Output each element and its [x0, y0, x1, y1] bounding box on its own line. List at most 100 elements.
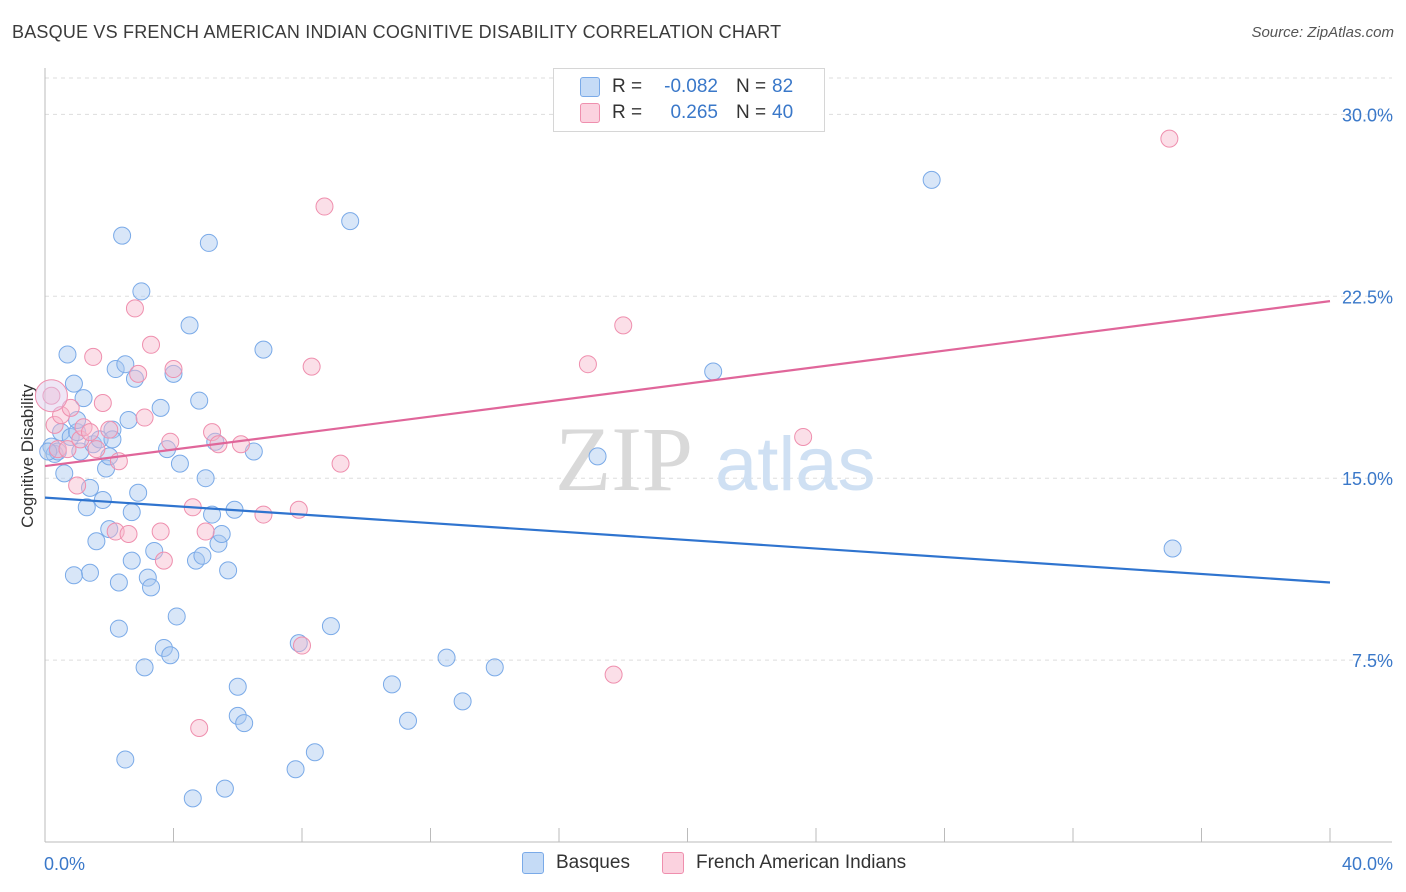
data-points [34, 129, 1182, 808]
point-french-american-indians [231, 435, 250, 454]
point-basques [116, 750, 135, 769]
point-basques [219, 561, 238, 580]
legend-n-label: N = [736, 76, 767, 97]
point-basques [922, 170, 941, 189]
point-basques [228, 706, 247, 725]
legend-swatch-french-american-indians [662, 852, 684, 874]
point-basques [135, 658, 154, 677]
point-basques [212, 524, 231, 543]
point-basques [122, 551, 141, 570]
point-basques [113, 226, 132, 245]
point-basques [193, 546, 212, 565]
point-basques [161, 646, 180, 665]
trend-lines [44, 300, 1331, 584]
point-french-american-indians [68, 476, 87, 495]
legend-item-french-american-indians: French American Indians [662, 852, 906, 874]
point-french-american-indians [100, 420, 119, 439]
point-french-american-indians [135, 408, 154, 427]
point-french-american-indians [42, 386, 61, 405]
point-french-american-indians [578, 355, 597, 374]
legend-r-label: R = [612, 76, 643, 97]
point-french-american-indians [614, 316, 633, 335]
point-french-american-indians [161, 432, 180, 451]
point-basques [254, 340, 273, 359]
point-basques [119, 410, 138, 429]
point-french-american-indians [315, 197, 334, 216]
x-tick-label: 0.0% [44, 854, 85, 874]
point-french-american-indians [129, 364, 148, 383]
point-basques [183, 789, 202, 808]
point-basques [164, 364, 183, 383]
watermark-atlas: atlas [715, 422, 876, 507]
point-basques [109, 619, 128, 638]
point-french-american-indians [80, 423, 99, 442]
point-basques [64, 374, 83, 393]
legend-series: Basques French American Indians [0, 852, 1406, 878]
point-basques [437, 648, 456, 667]
point-basques [399, 711, 418, 730]
point-basques [1163, 539, 1182, 558]
point-basques [106, 360, 125, 379]
legend-swatch-basques [522, 852, 544, 874]
point-french-american-indians [34, 379, 68, 413]
point-basques [132, 282, 151, 301]
legend-n-value: 82 [772, 76, 794, 97]
legend-label-french-american-indians: French American Indians [696, 852, 907, 873]
point-french-american-indians [293, 636, 311, 655]
point-basques [109, 573, 128, 592]
point-french-american-indians [1160, 129, 1179, 148]
point-basques [180, 316, 199, 335]
legend-item-basques: Basques [522, 852, 630, 874]
point-basques [209, 534, 228, 553]
watermark-zip: ZIP [555, 408, 693, 510]
point-french-american-indians [151, 522, 170, 541]
point-basques [64, 566, 83, 585]
point-basques [74, 389, 93, 408]
point-french-american-indians [142, 335, 161, 354]
legend-r-value: -0.082 [664, 76, 718, 97]
legend-n-value: 40 [772, 102, 794, 123]
legend-swatch-french-american-indians [580, 103, 600, 123]
point-basques [321, 617, 340, 636]
tick-labels: 7.5% 15.0% 22.5% 30.0% 0.0% 40.0% [44, 105, 1393, 874]
point-french-american-indians [154, 551, 173, 570]
legend-row-basques: R = -0.082 N = 82 [580, 75, 793, 99]
point-french-american-indians [302, 357, 321, 376]
point-basques [77, 498, 96, 517]
point-basques [382, 675, 401, 694]
point-french-american-indians [45, 415, 64, 434]
point-basques [125, 369, 144, 388]
point-basques [196, 469, 215, 488]
point-french-american-indians [48, 440, 67, 459]
point-basques [215, 779, 234, 798]
axes [44, 68, 1392, 843]
source-label: Source: ZipAtlas.com [1251, 24, 1394, 41]
point-basques [55, 464, 74, 483]
point-basques [87, 532, 106, 551]
point-basques [206, 432, 225, 451]
trend-line-french-american-indians [44, 300, 1331, 468]
point-french-american-indians [604, 665, 623, 684]
point-basques [80, 563, 99, 582]
legend-label-basques: Basques [556, 852, 630, 873]
point-basques [138, 568, 157, 587]
point-basques [145, 541, 164, 560]
point-basques [588, 447, 607, 466]
point-french-american-indians [93, 394, 112, 413]
chart-title: BASQUE VS FRENCH AMERICAN INDIAN COGNITI… [12, 22, 782, 42]
point-basques [228, 677, 247, 696]
point-basques [122, 503, 141, 522]
point-basques [305, 743, 324, 762]
point-basques [103, 430, 122, 449]
point-basques [116, 355, 135, 374]
point-french-american-indians [87, 440, 106, 459]
point-french-american-indians [196, 522, 215, 541]
point-french-american-indians [84, 347, 103, 366]
point-basques [142, 578, 161, 597]
point-french-american-indians [254, 505, 273, 524]
point-basques [286, 760, 305, 779]
legend-swatch-basques [580, 77, 600, 97]
point-basques [199, 233, 218, 252]
point-basques [90, 430, 109, 449]
